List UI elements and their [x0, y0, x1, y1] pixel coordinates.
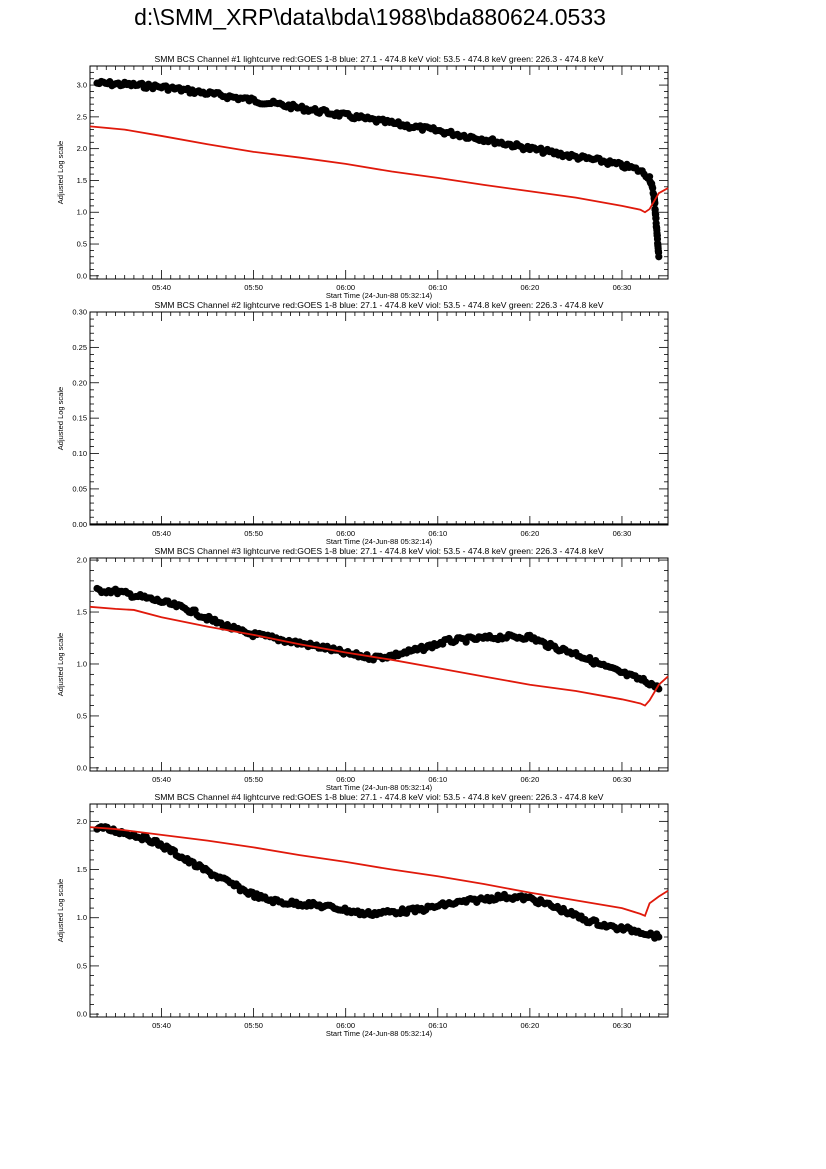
- y-axis-label: Adjusted Log scale: [56, 633, 65, 696]
- chart-title: SMM BCS Channel #4 lightcurve red:GOES 1…: [154, 792, 603, 802]
- y-tick-label: 1.5: [77, 176, 87, 185]
- x-axis-label: Start Time (24-Jun-88 05:32:14): [326, 537, 433, 546]
- x-tick-label: 05:40: [152, 283, 171, 292]
- y-tick-label: 0.15: [72, 414, 87, 423]
- chart-title: SMM BCS Channel #3 lightcurve red:GOES 1…: [154, 546, 603, 556]
- data-point: [655, 253, 663, 261]
- x-tick-label: 05:50: [244, 775, 263, 784]
- page-title: d:\SMM_XRP\data\bda\1988\bda880624.0533: [134, 4, 606, 30]
- x-tick-label: 06:10: [428, 775, 447, 784]
- y-tick-label: 2.0: [77, 144, 87, 153]
- y-tick-label: 1.0: [77, 913, 87, 922]
- x-tick-label: 06:30: [613, 283, 632, 292]
- y-tick-label: 0.0: [77, 271, 87, 280]
- x-tick-label: 06:10: [428, 529, 447, 538]
- series-line-1: [96, 826, 660, 938]
- y-tick-label: 0.20: [72, 378, 87, 387]
- plot-frame: [89, 65, 669, 280]
- y-tick-label: 0.05: [72, 484, 87, 493]
- x-tick-label: 06:10: [428, 1021, 447, 1030]
- y-tick-label: 1.0: [77, 659, 87, 668]
- x-axis-label: Start Time (24-Jun-88 05:32:14): [326, 783, 433, 792]
- x-tick-label: 06:30: [613, 1021, 632, 1030]
- chart-title: SMM BCS Channel #1 lightcurve red:GOES 1…: [154, 54, 603, 64]
- y-axis-label: Adjusted Log scale: [56, 387, 65, 450]
- y-tick-label: 0.10: [72, 449, 87, 458]
- y-tick-label: 1.5: [77, 608, 87, 617]
- plot-frame: [89, 803, 669, 1018]
- chart-panel-3: SMM BCS Channel #3 lightcurve red:GOES 1…: [56, 546, 669, 792]
- data-point: [655, 933, 663, 941]
- y-tick-label: 0.25: [72, 343, 87, 352]
- x-tick-label: 06:30: [613, 775, 632, 784]
- x-tick-label: 05:50: [244, 529, 263, 538]
- x-tick-label: 06:20: [520, 529, 539, 538]
- chart-panel-2: SMM BCS Channel #2 lightcurve red:GOES 1…: [56, 300, 669, 546]
- y-tick-label: 1.5: [77, 865, 87, 874]
- x-tick-label: 06:00: [336, 775, 355, 784]
- x-tick-label: 05:50: [244, 283, 263, 292]
- y-axis-label: Adjusted Log scale: [56, 879, 65, 942]
- y-tick-label: 0.0: [77, 1010, 87, 1019]
- y-tick-label: 2.0: [77, 556, 87, 565]
- x-tick-label: 05:50: [244, 1021, 263, 1030]
- plot-frame: [89, 311, 669, 526]
- x-tick-label: 05:40: [152, 529, 171, 538]
- series-line-2: [89, 125, 669, 214]
- x-axis-label: Start Time (24-Jun-88 05:32:14): [326, 1029, 433, 1038]
- data-point: [652, 214, 660, 222]
- series-line-2: [89, 826, 669, 917]
- x-tick-label: 06:20: [520, 1021, 539, 1030]
- x-tick-label: 06:10: [428, 283, 447, 292]
- y-axis-label: Adjusted Log scale: [56, 141, 65, 204]
- x-tick-label: 05:40: [152, 775, 171, 784]
- y-tick-label: 0.5: [77, 961, 87, 970]
- x-tick-label: 05:40: [152, 1021, 171, 1030]
- y-tick-label: 0.5: [77, 711, 87, 720]
- y-tick-label: 0.0: [77, 763, 87, 772]
- series-line-2: [89, 605, 669, 707]
- x-tick-label: 06:30: [613, 529, 632, 538]
- x-axis-label: Start Time (24-Jun-88 05:32:14): [326, 291, 433, 300]
- y-tick-label: 2.0: [77, 817, 87, 826]
- y-tick-label: 1.0: [77, 208, 87, 217]
- x-tick-label: 06:20: [520, 283, 539, 292]
- chart-panel-4: SMM BCS Channel #4 lightcurve red:GOES 1…: [56, 792, 669, 1038]
- x-tick-label: 06:20: [520, 775, 539, 784]
- plot-frame: [89, 557, 669, 772]
- chart-panel-1: SMM BCS Channel #1 lightcurve red:GOES 1…: [56, 54, 669, 300]
- y-tick-label: 2.5: [77, 112, 87, 121]
- x-tick-label: 06:00: [336, 529, 355, 538]
- x-tick-label: 06:00: [336, 283, 355, 292]
- chart-title: SMM BCS Channel #2 lightcurve red:GOES 1…: [154, 300, 603, 310]
- x-tick-label: 06:00: [336, 1021, 355, 1030]
- y-tick-label: 0.00: [72, 520, 87, 529]
- y-tick-label: 0.30: [72, 308, 87, 317]
- y-tick-label: 0.5: [77, 240, 87, 249]
- y-tick-label: 3.0: [77, 81, 87, 90]
